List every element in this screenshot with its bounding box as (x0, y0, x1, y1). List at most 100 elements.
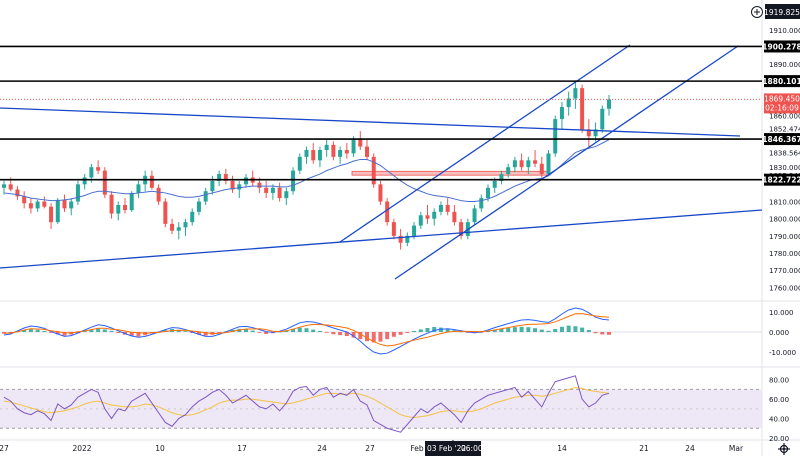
candle-body[interactable] (69, 201, 74, 209)
candle-body[interactable] (533, 160, 538, 164)
candle-body[interactable] (264, 187, 269, 193)
candle-body[interactable] (102, 170, 107, 195)
candle-body[interactable] (506, 167, 511, 175)
candle-body[interactable] (230, 180, 235, 190)
candle-body[interactable] (559, 107, 564, 120)
time-axis-labels[interactable]: 27 2022 10 17 24 27 Feb 14 21 24 Mar (0, 444, 744, 453)
candle-body[interactable] (257, 182, 262, 188)
candle-body[interactable] (203, 191, 208, 202)
candle-body[interactable] (519, 160, 524, 168)
candle-body[interactable] (123, 204, 127, 211)
candle-body[interactable] (358, 139, 363, 147)
candle-body[interactable] (75, 184, 80, 202)
candle-body[interactable] (163, 201, 168, 224)
descending-trendline[interactable] (0, 107, 741, 137)
candle-body[interactable] (42, 201, 47, 207)
ascending-support-trendline[interactable] (0, 209, 762, 269)
candle-body[interactable] (28, 203, 33, 209)
candle-body[interactable] (539, 163, 544, 175)
candle-body[interactable] (526, 160, 531, 168)
candle-body[interactable] (284, 191, 289, 199)
candle-body[interactable] (270, 187, 275, 193)
candle-body[interactable] (553, 119, 558, 154)
candle-body[interactable] (62, 199, 67, 209)
candle-body[interactable] (331, 144, 336, 157)
candle-body[interactable] (432, 211, 437, 219)
candle-body[interactable] (324, 144, 329, 150)
candle-body[interactable] (89, 167, 94, 178)
candle-body[interactable] (365, 146, 369, 157)
candle-body[interactable] (217, 174, 222, 181)
candle-body[interactable] (412, 225, 417, 236)
candle-body[interactable] (183, 222, 188, 228)
candle-body[interactable] (136, 184, 141, 193)
candle-body[interactable] (311, 150, 316, 161)
candle-body[interactable] (452, 211, 457, 223)
candle-body[interactable] (600, 108, 605, 130)
candle-body[interactable] (338, 150, 343, 157)
candle-body[interactable] (486, 187, 490, 199)
candle-body[interactable] (237, 184, 242, 190)
channel-lower-line[interactable] (394, 45, 739, 280)
candle-body[interactable] (96, 167, 101, 171)
candle-body[interactable] (546, 153, 551, 175)
candle-body[interactable] (445, 204, 450, 212)
candle-body[interactable] (566, 98, 571, 108)
candle-body[interactable] (116, 204, 121, 214)
support-zone[interactable] (351, 170, 551, 176)
candle-body[interactable] (35, 201, 40, 209)
candle-body[interactable] (344, 150, 349, 154)
candle-body[interactable] (109, 194, 114, 214)
candle-body[interactable] (573, 88, 578, 99)
candle-body[interactable] (129, 192, 134, 211)
candle-body[interactable] (351, 139, 356, 154)
candle-body[interactable] (170, 223, 175, 231)
candle-body[interactable] (385, 201, 390, 223)
candle-body[interactable] (391, 222, 396, 236)
candle-body[interactable] (492, 180, 497, 188)
gear-icon[interactable] (778, 443, 790, 455)
price-axis-header[interactable]: 1919.825 (751, 4, 800, 19)
candle-body[interactable] (512, 160, 517, 168)
rsi-axis-ticks[interactable]: 80.00 60.00 40.00 20.00 (769, 377, 789, 443)
candle-body[interactable] (8, 184, 13, 190)
candle-body[interactable] (398, 235, 403, 243)
candle-body[interactable] (438, 204, 443, 212)
candle-body[interactable] (472, 208, 477, 223)
candle-body[interactable] (378, 184, 383, 202)
candle-body[interactable] (176, 227, 181, 231)
candle-body[interactable] (607, 99, 611, 109)
candle-body[interactable] (586, 129, 591, 137)
candle-body[interactable] (82, 177, 87, 185)
candle-body[interactable] (297, 156, 302, 171)
candle-body[interactable] (49, 206, 54, 223)
candle-body[interactable] (304, 150, 309, 157)
candle-body[interactable] (479, 198, 484, 209)
candle-body[interactable] (2, 184, 6, 188)
candle-body[interactable] (593, 129, 598, 137)
candle-body[interactable] (580, 88, 585, 130)
candle-body[interactable] (405, 235, 410, 243)
candle-body[interactable] (499, 174, 504, 181)
candle-body[interactable] (196, 201, 201, 212)
candle-body[interactable] (22, 196, 27, 204)
horizontal-levels[interactable] (0, 45, 762, 181)
candle-body[interactable] (425, 215, 430, 219)
candle-body[interactable] (418, 215, 423, 226)
candle-body[interactable] (371, 156, 376, 185)
candle-body[interactable] (156, 187, 161, 202)
candle-body[interactable] (15, 189, 20, 197)
candle-body[interactable] (291, 170, 296, 192)
channel-upper-line[interactable] (339, 44, 631, 243)
candle-body[interactable] (317, 150, 322, 161)
candle-body[interactable] (459, 222, 464, 236)
candle-body[interactable] (277, 187, 282, 199)
candle-body[interactable] (149, 175, 154, 188)
candle-body[interactable] (55, 199, 60, 223)
macd-axis-ticks[interactable]: 10.000 0.000 -10.000 (769, 309, 796, 357)
candle-body[interactable] (244, 177, 248, 185)
candle-body[interactable] (190, 211, 195, 223)
candle-body[interactable] (223, 174, 228, 181)
candle-body[interactable] (210, 180, 215, 192)
